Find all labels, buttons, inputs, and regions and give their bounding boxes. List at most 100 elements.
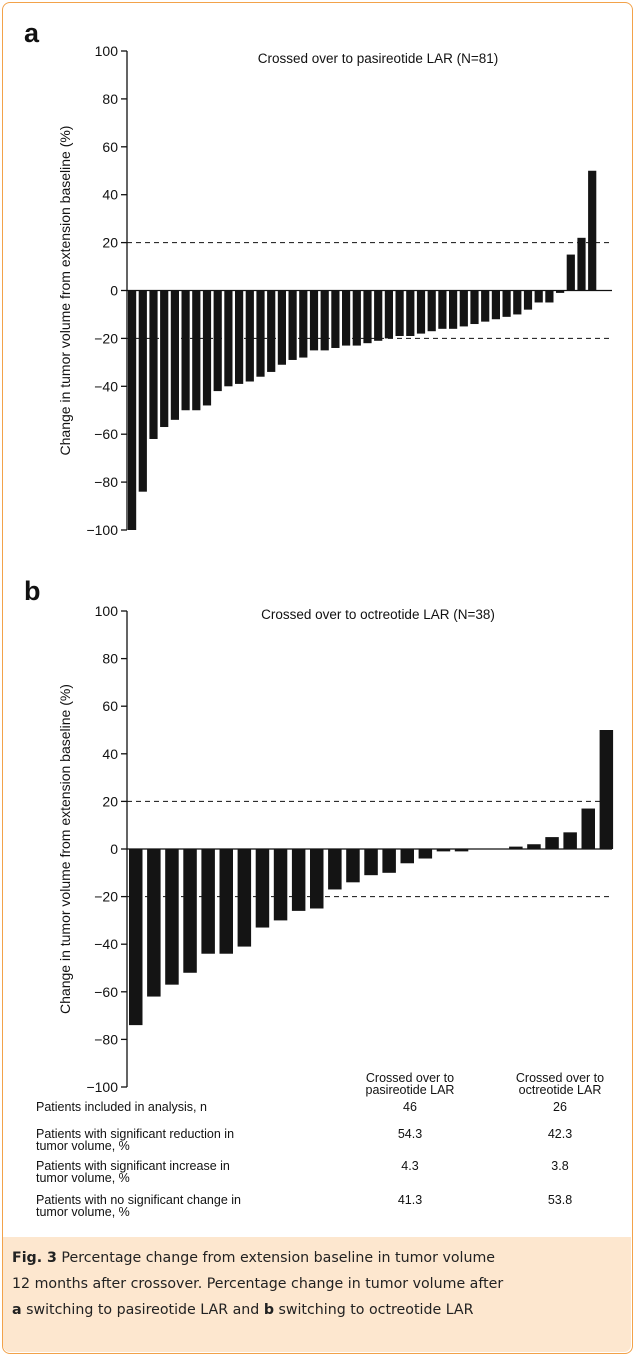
- col-header-pasireotide-line2: pasireotide LAR: [365, 1083, 455, 1097]
- row-label-included-line1: Patients included in analysis, n: [36, 1100, 207, 1114]
- cell-included-octreotide: 26: [553, 1100, 567, 1114]
- y-tick-label-b: −20: [94, 889, 118, 905]
- cell-increase-octreotide: 3.8: [551, 1159, 569, 1173]
- bar-b-19: [454, 849, 469, 852]
- row-label-increase: Patients with significant increase in tu…: [36, 1159, 326, 1185]
- bar-b-5: [201, 849, 215, 954]
- panel-label-b: b: [24, 576, 41, 606]
- bar-b-18: [436, 849, 451, 852]
- caption-fig-label: Fig. 3: [12, 1250, 57, 1266]
- bar-a-20: [331, 290, 340, 348]
- y-tick-label-b: −60: [94, 984, 118, 1000]
- y-tick-label-b: 40: [102, 746, 118, 762]
- row-label-reduction: Patients with significant reduction in t…: [36, 1128, 326, 1153]
- bar-a-8: [202, 290, 212, 406]
- bar-b-15: [382, 849, 396, 873]
- bar-a-33: [470, 290, 479, 325]
- y-tick-label-b: −100: [86, 1079, 118, 1095]
- y-tick-label-a: −100: [86, 522, 118, 538]
- cell-nochange-pasireotide: 41.3: [397, 1193, 423, 1207]
- bar-a-3: [149, 290, 158, 439]
- bar-b-11: [310, 849, 324, 909]
- bar-a-10: [224, 290, 233, 387]
- bar-a-19: [320, 290, 329, 351]
- y-tick-label-a: 40: [102, 187, 118, 203]
- bar-b-13: [346, 849, 360, 883]
- bar-b-8: [255, 849, 270, 928]
- y-tick-label-b: −40: [94, 936, 118, 952]
- bar-b-26: [581, 808, 595, 849]
- bar-a-14: [267, 290, 276, 372]
- y-tick-label-a: 80: [102, 91, 118, 107]
- bar-a-39: [534, 290, 543, 303]
- bar-b-4: [183, 849, 197, 973]
- bar-a-17: [299, 290, 308, 358]
- figure-caption: Fig. 3 Percentage change from extension …: [12, 1245, 624, 1323]
- caption-line-1: Fig. 3 Percentage change from extension …: [12, 1245, 624, 1271]
- bar-b-12: [328, 849, 342, 890]
- bar-a-23: [363, 290, 372, 344]
- bar-a-28: [416, 290, 426, 334]
- bar-b-22: [509, 846, 523, 849]
- bar-b-17: [418, 849, 433, 859]
- bar-b-1: [129, 849, 143, 1026]
- cell-increase-pasireotide: 4.3: [401, 1159, 419, 1173]
- bar-a-2: [138, 290, 147, 492]
- bar-a-37: [513, 290, 522, 315]
- row-label-nochange-line2: tumor volume, %: [36, 1205, 130, 1219]
- bar-a-35: [491, 290, 500, 320]
- bar-b-24: [545, 837, 559, 849]
- bar-b-2: [147, 849, 161, 997]
- bar-a-16: [288, 290, 297, 360]
- y-tick-label-b: 100: [95, 603, 119, 619]
- row-label-nochange: Patients with no significant change in t…: [36, 1193, 326, 1219]
- col-header-octreotide-line2: octreotide LAR: [518, 1083, 602, 1097]
- col-header-octreotide: Crossed over to octreotide LAR: [500, 1072, 620, 1097]
- bar-b-16: [400, 849, 414, 864]
- cell-included-pasireotide: 46: [403, 1100, 417, 1114]
- bar-a-42: [566, 254, 575, 291]
- bar-a-32: [459, 290, 468, 327]
- bar-b-25: [563, 832, 577, 849]
- row-label-nochange-line1: Patients with no significant change in: [36, 1193, 241, 1207]
- bar-b-27: [599, 730, 614, 849]
- row-label-increase-line1: Patients with significant increase in: [36, 1159, 230, 1173]
- bar-b-14: [364, 849, 378, 876]
- bar-a-34: [481, 290, 490, 322]
- y-tick-label-a: 20: [102, 235, 118, 251]
- bar-a-31: [449, 290, 458, 329]
- caption-label-b: b: [263, 1302, 274, 1318]
- bar-a-21: [342, 290, 351, 346]
- y-tick-label-a: 0: [110, 283, 118, 299]
- chart-title-b: Crossed over to octreotide LAR (N=38): [261, 607, 495, 622]
- panel-label-a: a: [24, 18, 40, 48]
- bar-a-27: [406, 290, 415, 337]
- bar-a-13: [256, 290, 265, 377]
- bar-a-4: [160, 290, 169, 428]
- y-tick-label-b: 0: [110, 841, 118, 857]
- cell-reduction-octreotide: 42.3: [547, 1127, 573, 1141]
- bar-b-23: [527, 844, 541, 849]
- y-tick-label-a: 100: [95, 43, 119, 59]
- caption-line-2: 12 months after crossover. Percentage ch…: [12, 1276, 504, 1292]
- row-label-increase-line2: tumor volume, %: [36, 1171, 130, 1185]
- caption-label-a: a: [12, 1302, 22, 1318]
- chart-title-a: Crossed over to pasireotide LAR (N=81): [258, 51, 499, 66]
- bar-a-9: [213, 290, 222, 392]
- y-tick-label-a: −20: [94, 330, 118, 346]
- bar-b-10: [291, 849, 306, 911]
- bar-a-6: [181, 290, 190, 411]
- y-tick-label-b: −80: [94, 1031, 118, 1047]
- row-label-reduction-line2: tumor volume, %: [36, 1139, 130, 1153]
- bar-a-29: [427, 290, 436, 332]
- bar-b-6: [219, 849, 233, 954]
- bar-a-11: [235, 290, 244, 384]
- cell-reduction-pasireotide: 54.3: [397, 1127, 423, 1141]
- bar-a-12: [245, 290, 254, 382]
- y-tick-label-a: −60: [94, 426, 118, 442]
- bar-a-15: [277, 290, 286, 365]
- y-tick-label-b: 80: [102, 651, 118, 667]
- y-axis-title-a: Change in tumor volume from extension ba…: [57, 126, 73, 456]
- bar-a-30: [438, 290, 447, 329]
